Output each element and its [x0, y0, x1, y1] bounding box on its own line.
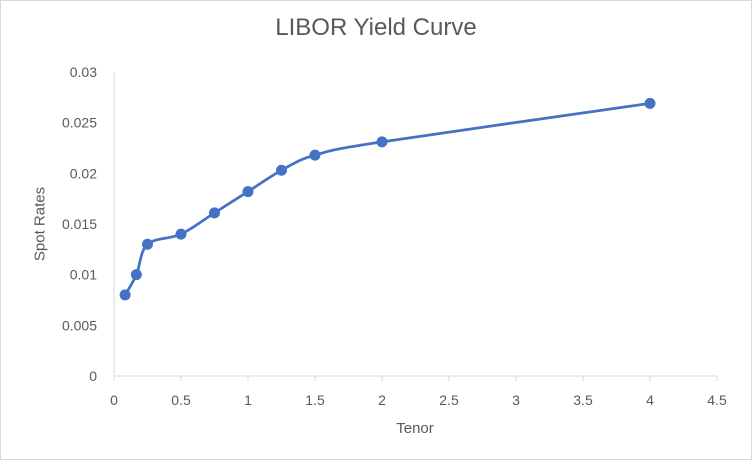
x-tick-label: 2	[378, 392, 386, 408]
y-tick-label: 0.01	[70, 267, 97, 283]
data-point	[276, 164, 287, 176]
data-point	[119, 289, 131, 301]
y-tick-label: 0	[89, 368, 97, 384]
y-tick-label: 0.025	[62, 115, 97, 131]
x-axis-label: Tenor	[396, 420, 434, 437]
x-tick-label: 2.5	[439, 392, 459, 408]
x-tick-label: 0.5	[171, 392, 191, 408]
y-tick-label: 0.005	[62, 317, 97, 333]
x-tick-label: 0	[110, 392, 118, 408]
data-point	[175, 228, 187, 240]
x-tick-label: 1	[244, 392, 252, 408]
x-tick-label: 4.5	[707, 392, 727, 408]
data-point	[130, 269, 142, 281]
x-tick-label: 3.5	[573, 392, 593, 408]
chart-title: LIBOR Yield Curve	[275, 14, 477, 41]
x-tick-label: 3	[512, 392, 520, 408]
x-tick-label: 1.5	[305, 392, 325, 408]
series-line	[123, 102, 652, 297]
data-point	[242, 186, 254, 198]
y-tick-label: 0.02	[70, 165, 97, 181]
data-point	[644, 97, 656, 109]
x-tick-label: 4	[646, 392, 654, 408]
y-tick-label: 0.015	[62, 216, 97, 232]
data-point	[376, 136, 388, 148]
data-point	[142, 238, 153, 250]
y-tick-label: 0.03	[70, 64, 97, 80]
data-point	[309, 149, 321, 161]
data-point	[209, 207, 220, 219]
